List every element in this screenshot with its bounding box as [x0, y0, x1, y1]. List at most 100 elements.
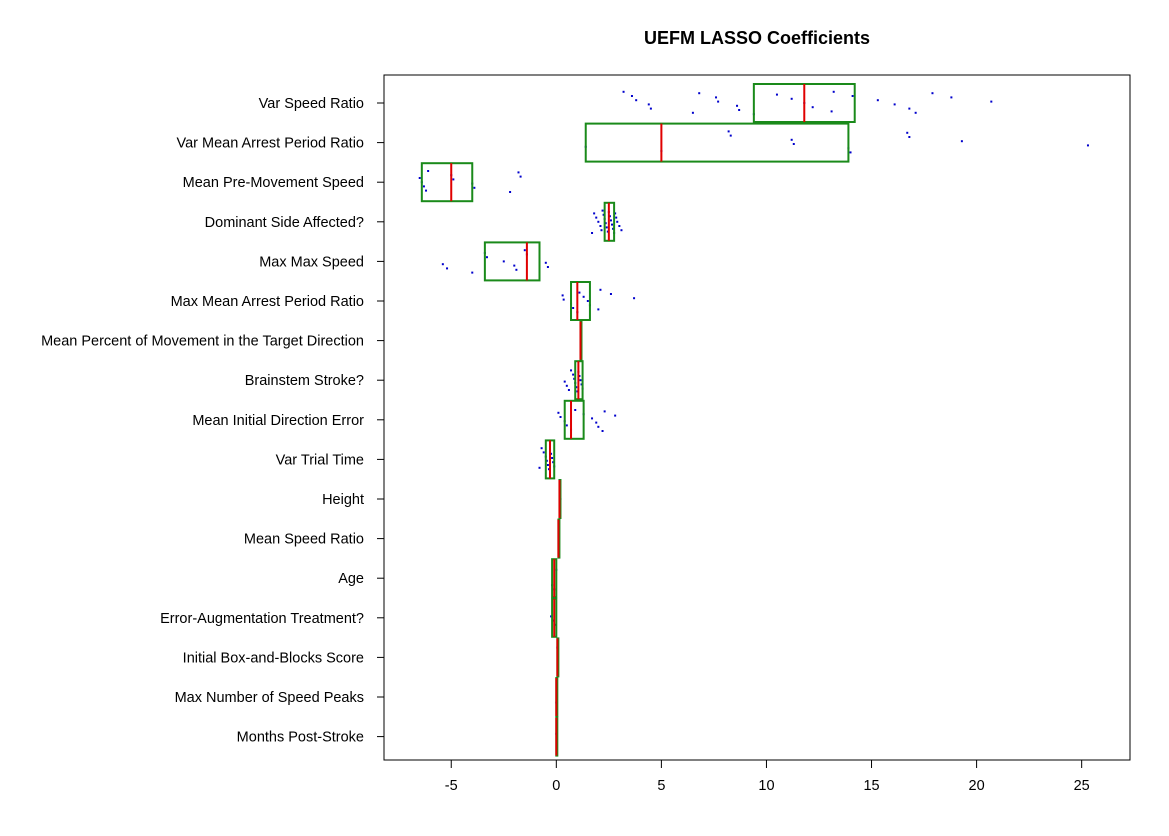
data-point — [502, 260, 505, 263]
data-point — [593, 212, 596, 215]
plot-frame — [383, 74, 1131, 761]
data-point — [473, 186, 476, 189]
data-point — [513, 264, 516, 267]
data-point — [893, 103, 896, 106]
x-tick-label: -5 — [445, 778, 458, 794]
data-point — [580, 383, 583, 386]
x-tick-label: 10 — [758, 778, 774, 794]
data-point — [565, 424, 568, 427]
data-point — [552, 461, 555, 464]
chart-title: UEFM LASSO Coefficients — [643, 28, 871, 48]
data-point — [790, 138, 793, 141]
data-point — [540, 447, 543, 450]
data-point — [736, 104, 739, 107]
data-point — [586, 300, 589, 302]
data-point — [575, 386, 578, 389]
x-tick-label: 5 — [657, 778, 665, 794]
data-point — [485, 256, 488, 259]
data-point — [618, 225, 621, 227]
data-point — [790, 97, 793, 100]
data-point — [715, 96, 718, 99]
data-point — [729, 134, 732, 137]
y-tick-label: Mean Percent of Movement in the Target D… — [41, 334, 364, 350]
y-tick-label: Age — [338, 571, 364, 587]
data-point — [609, 293, 612, 295]
data-point — [914, 111, 917, 114]
data-point — [717, 100, 720, 103]
data-point — [550, 452, 553, 455]
data-point — [738, 109, 741, 111]
data-point — [606, 230, 609, 233]
data-point — [906, 131, 909, 134]
data-point — [573, 377, 576, 380]
data-point — [425, 189, 428, 192]
data-point — [691, 111, 694, 114]
data-point — [546, 266, 549, 268]
data-point — [554, 623, 557, 626]
data-point — [562, 298, 565, 301]
data-point — [441, 263, 444, 266]
data-point — [612, 227, 615, 230]
data-point — [630, 95, 633, 97]
data-point — [515, 268, 518, 271]
data-point — [792, 143, 795, 145]
data-point — [811, 106, 814, 109]
x-tick-label: 15 — [863, 778, 879, 794]
data-point — [538, 466, 541, 469]
x-axis: -5 0 5 10 15 20 25 — [445, 759, 1090, 794]
data-point — [595, 216, 598, 219]
y-tick-label: Max Number of Speed Peaks — [175, 690, 364, 706]
data-point — [578, 375, 581, 377]
x-tick-label: 0 — [552, 778, 560, 794]
data-point — [595, 421, 598, 424]
y-tick-label: Mean Speed Ratio — [244, 532, 364, 548]
data-point — [565, 384, 568, 387]
data-point — [597, 220, 600, 223]
data-point — [559, 416, 562, 418]
y-tick-label: Mean Pre-Movement Speed — [183, 175, 364, 191]
data-point — [546, 464, 549, 466]
data-point — [427, 170, 430, 172]
data-point — [622, 90, 625, 93]
y-tick-label: Height — [322, 492, 364, 508]
data-point — [567, 389, 570, 391]
y-tick-label: Dominant Side Affected? — [205, 215, 364, 231]
data-point — [519, 175, 522, 178]
data-point — [931, 92, 934, 95]
data-point — [582, 295, 585, 298]
data-point — [851, 95, 854, 97]
data-point — [603, 410, 606, 413]
data-point — [509, 191, 512, 193]
data-point — [602, 213, 605, 216]
data-point — [615, 216, 618, 219]
y-axis: Var Speed Ratio Var Mean Arrest Period Ra… — [41, 96, 384, 746]
data-point — [616, 220, 619, 223]
data-point — [609, 219, 612, 222]
data-point — [557, 411, 560, 414]
data-point — [591, 232, 594, 234]
data-point — [727, 130, 730, 133]
data-point — [591, 417, 594, 420]
y-tick-label: Var Speed Ratio — [259, 96, 364, 112]
data-point — [600, 229, 603, 232]
box — [563, 399, 585, 440]
data-point — [908, 107, 911, 110]
data-point — [547, 468, 550, 471]
data-point — [576, 390, 579, 393]
data-point — [523, 249, 526, 252]
data-point — [552, 619, 555, 622]
data-point — [572, 307, 575, 309]
box — [584, 122, 850, 163]
data-point — [876, 99, 879, 102]
data-point — [570, 369, 573, 372]
data-point — [563, 380, 566, 383]
data-point — [635, 99, 638, 102]
data-point — [1086, 144, 1089, 147]
data-point — [649, 107, 652, 110]
data-point — [452, 178, 455, 181]
x-tick-label: 25 — [1074, 778, 1090, 794]
data-point — [597, 308, 600, 311]
data-point — [597, 425, 600, 428]
data-point — [574, 409, 577, 411]
